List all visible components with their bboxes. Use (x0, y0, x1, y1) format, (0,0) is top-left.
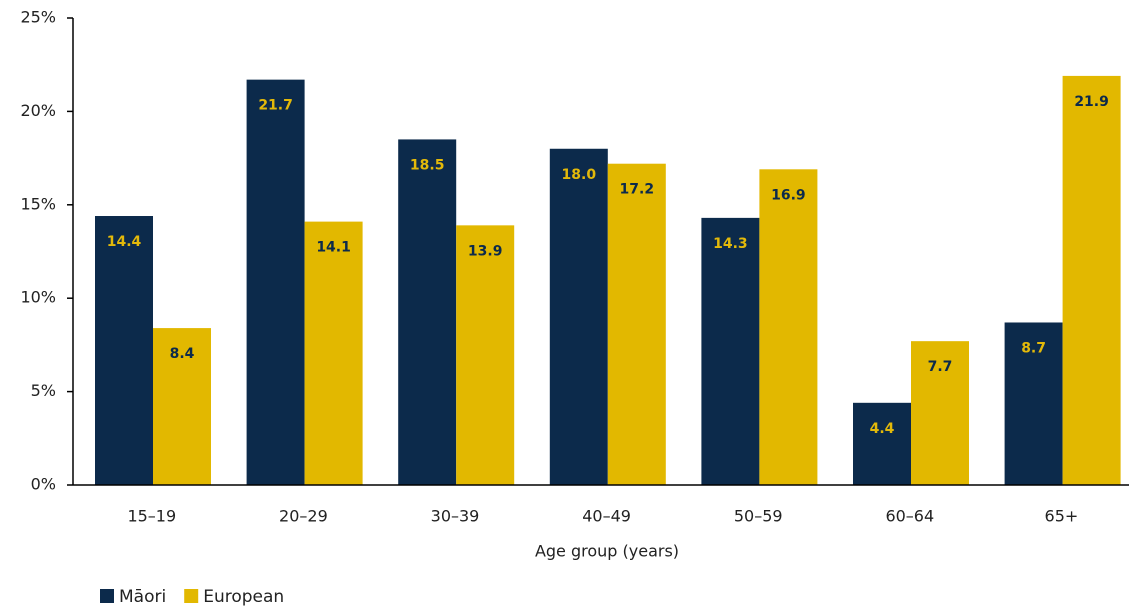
legend-label: European (203, 587, 284, 607)
value-label: 16.9 (771, 187, 806, 203)
x-tick-label: 30–39 (431, 507, 480, 526)
value-label: 13.9 (468, 243, 503, 259)
value-label: 21.9 (1074, 94, 1109, 110)
value-label: 7.7 (928, 359, 953, 375)
bar (1062, 75, 1121, 486)
value-label: 8.7 (1021, 340, 1046, 356)
bar (1004, 322, 1063, 485)
value-label: 18.5 (410, 157, 445, 173)
y-tick-label: 15% (20, 194, 56, 213)
bar (153, 328, 211, 485)
value-label: 4.4 (870, 421, 895, 437)
x-tick-label: 40–49 (582, 507, 631, 526)
x-tick-label: 65+ (1045, 507, 1079, 526)
legend-label: Māori (119, 587, 166, 607)
value-label: 14.1 (316, 240, 351, 256)
bar (607, 163, 666, 486)
value-label: 18.0 (562, 167, 597, 183)
x-tick-label: 15–19 (127, 507, 176, 526)
x-tick-label: 20–29 (279, 507, 328, 526)
value-label: 21.7 (258, 98, 293, 114)
y-tick-label: 10% (20, 288, 56, 307)
value-label: 14.3 (713, 236, 748, 252)
bar (853, 402, 911, 485)
bar (246, 79, 305, 486)
y-tick-label: 5% (31, 381, 56, 400)
legend-swatch (100, 589, 114, 603)
y-tick-label: 20% (20, 101, 56, 120)
bar (911, 341, 969, 485)
y-tick-label: 0% (31, 475, 56, 494)
bar (701, 217, 760, 485)
bar (549, 148, 608, 485)
value-label: 17.2 (620, 182, 655, 198)
x-axis-label: Age group (years) (535, 542, 679, 561)
value-label: 8.4 (170, 346, 195, 362)
bar (456, 225, 515, 485)
legend-swatch (184, 589, 199, 603)
value-label: 14.4 (107, 234, 142, 250)
x-tick-label: 50–59 (734, 507, 783, 526)
bar (304, 221, 363, 485)
bar (95, 216, 153, 485)
y-tick-label: 25% (20, 8, 56, 27)
bar (759, 169, 818, 486)
bar (398, 139, 457, 486)
x-tick-label: 60–64 (885, 507, 934, 526)
